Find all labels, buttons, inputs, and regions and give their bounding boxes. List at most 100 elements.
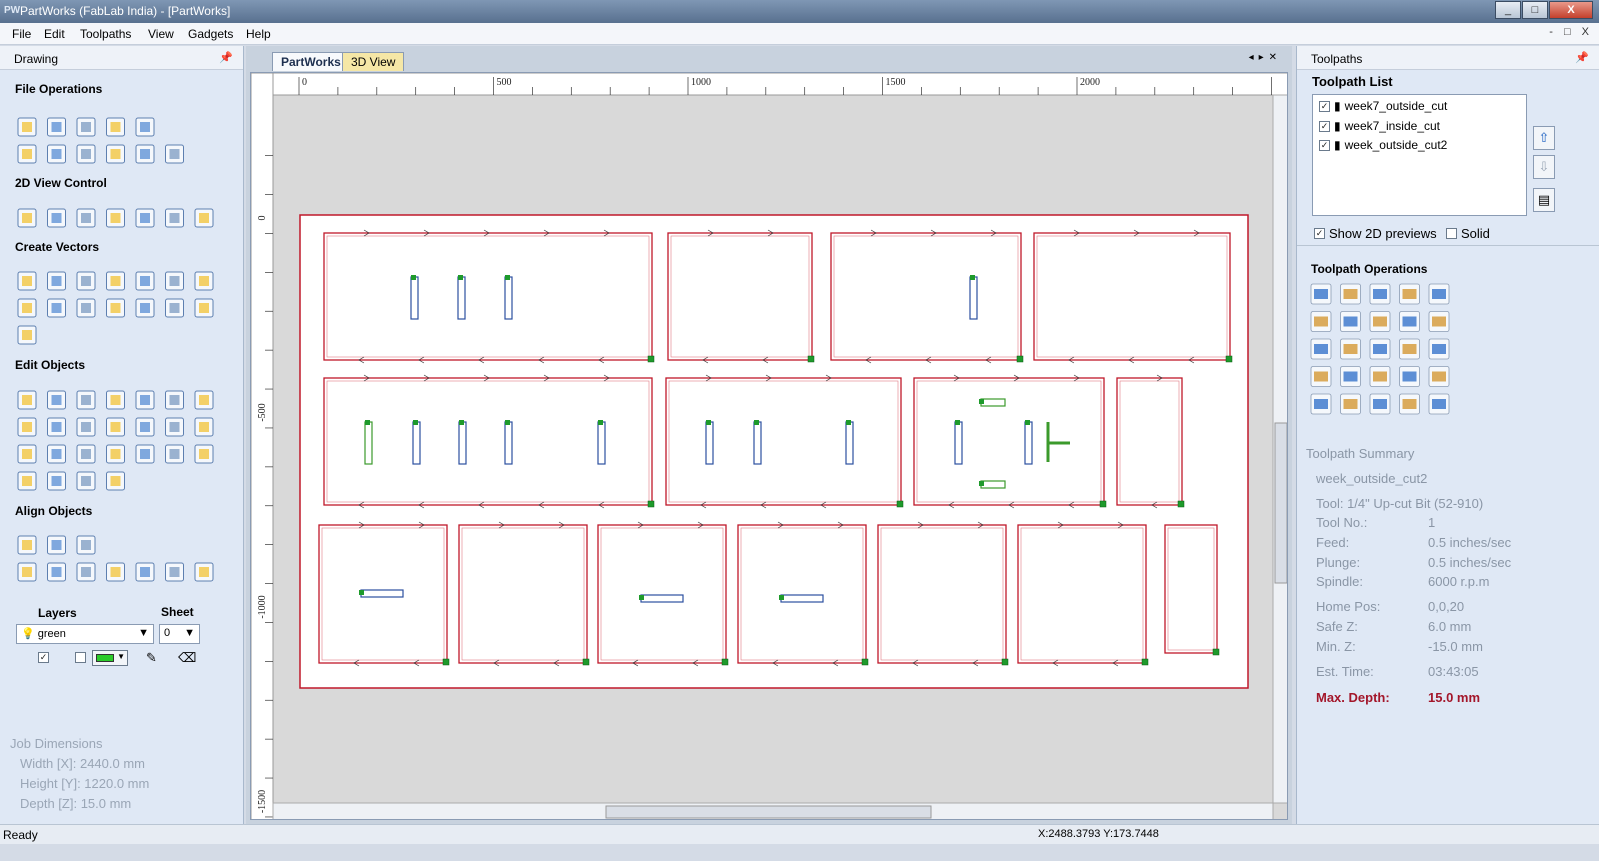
part-outline[interactable] — [830, 229, 1024, 364]
polyline-icon[interactable] — [165, 271, 184, 291]
part-outline[interactable] — [1116, 374, 1185, 509]
inner-slot[interactable] — [412, 420, 421, 465]
menu-gadgets[interactable]: Gadgets — [188, 27, 234, 41]
new-file-icon[interactable] — [17, 117, 37, 137]
zoom-icon[interactable] — [47, 208, 66, 228]
fillet-icon[interactable] — [106, 444, 125, 464]
toolpath-op-icon[interactable] — [1399, 393, 1420, 415]
tab-3d-view[interactable]: 3D View — [342, 52, 405, 71]
toolpath-checkbox[interactable]: ✓ — [1319, 100, 1330, 112]
inner-slot[interactable] — [1024, 420, 1033, 465]
toolpath-item[interactable]: ✓ ▮ week7_outside_cut — [1319, 99, 1447, 113]
toolpath-op-icon[interactable] — [1428, 311, 1450, 332]
t-joint-slot[interactable] — [1046, 422, 1070, 462]
undo-icon[interactable] — [135, 144, 155, 164]
tab-navigation[interactable]: ◂▸✕ — [1248, 52, 1282, 63]
toolpath-op-icon[interactable] — [1428, 393, 1450, 415]
toolpath-op-icon[interactable] — [1310, 366, 1332, 387]
inner-slot[interactable] — [979, 398, 1006, 407]
show-previews-checkbox[interactable]: ✓ — [1314, 228, 1325, 239]
rectangle-icon[interactable] — [76, 271, 96, 291]
toolpath-op-icon[interactable] — [1369, 338, 1391, 360]
part-outline[interactable] — [323, 229, 655, 364]
tab-partworks[interactable]: PartWorks — [272, 52, 350, 71]
node-edit-icon[interactable] — [47, 390, 66, 410]
scrollbar-thumb[interactable] — [605, 805, 932, 819]
import-icon[interactable] — [135, 117, 155, 137]
toolpath-op-icon[interactable] — [1340, 393, 1361, 415]
polygon-icon[interactable] — [194, 271, 214, 291]
offset-icon[interactable] — [76, 444, 96, 464]
part-outline[interactable] — [737, 521, 869, 667]
inner-slot[interactable] — [753, 420, 762, 465]
toolpath-op-icon[interactable] — [1399, 338, 1420, 360]
circle-icon[interactable] — [17, 271, 37, 291]
inner-slot[interactable] — [979, 480, 1006, 489]
cad-view[interactable]: 0 500 1000 1500 2000 0 -500 -1000 -1500 — [251, 73, 1288, 820]
star-icon[interactable] — [17, 298, 37, 318]
center-page-icon[interactable] — [17, 562, 37, 582]
arc-icon[interactable] — [135, 271, 155, 291]
solid-toggle[interactable]: Solid — [1446, 226, 1490, 241]
toolpath-op-icon[interactable] — [1428, 338, 1450, 360]
join-icon[interactable] — [135, 444, 155, 464]
mdi-controls[interactable]: - □ X — [1549, 26, 1593, 38]
redo-icon[interactable] — [165, 144, 184, 164]
toolpath-op-icon[interactable] — [1399, 283, 1420, 305]
drawing-canvas[interactable]: 0 500 1000 1500 2000 0 -500 -1000 -1500 — [250, 72, 1288, 820]
scrollbar-thumb[interactable] — [1274, 422, 1287, 584]
size-icon[interactable] — [47, 417, 66, 437]
part-outline[interactable] — [913, 374, 1107, 509]
toolpath-item[interactable]: ✓ ▮ week7_inside_cut — [1319, 119, 1440, 133]
part-outline[interactable] — [667, 229, 815, 364]
zoom-box-icon[interactable] — [106, 208, 125, 228]
transform-icon[interactable] — [76, 390, 96, 410]
part-outline[interactable] — [665, 374, 904, 509]
toolpath-op-icon[interactable] — [1340, 283, 1361, 305]
select-icon[interactable] — [17, 390, 37, 410]
toolpath-op-icon[interactable] — [1310, 393, 1332, 415]
menu-toolpaths[interactable]: Toolpaths — [80, 27, 132, 41]
maximize-button[interactable]: □ — [1522, 1, 1548, 19]
toolpath-op-icon[interactable] — [1310, 283, 1332, 305]
center-icon[interactable] — [76, 417, 96, 437]
fill-icon[interactable] — [17, 325, 37, 345]
paste-icon[interactable] — [106, 144, 125, 164]
open-file-icon[interactable] — [47, 117, 66, 137]
measure-icon[interactable] — [165, 390, 184, 410]
align-right-icon[interactable] — [76, 562, 96, 582]
menu-view[interactable]: View — [148, 27, 174, 41]
toolpath-op-icon[interactable] — [1310, 338, 1332, 360]
group-icon[interactable] — [106, 390, 125, 410]
pan-icon[interactable] — [17, 208, 37, 228]
toggle-icon[interactable] — [194, 208, 214, 228]
array-icon[interactable] — [194, 298, 214, 318]
pin-icon[interactable]: 📌 — [219, 52, 233, 64]
inner-slot[interactable] — [504, 420, 513, 465]
layer-properties-icon[interactable]: ✎ — [146, 650, 157, 665]
toolpath-op-icon[interactable] — [1369, 311, 1391, 332]
view-icon[interactable] — [135, 208, 155, 228]
cut-icon[interactable] — [47, 144, 66, 164]
part-outline[interactable] — [1164, 524, 1220, 656]
weld-icon[interactable] — [165, 417, 184, 437]
menu-edit[interactable]: Edit — [44, 27, 65, 41]
toolpath-op-icon[interactable] — [1340, 311, 1361, 332]
layer-color-button[interactable]: ▼ — [92, 650, 128, 666]
inner-slot[interactable] — [457, 275, 466, 320]
part-outline[interactable] — [323, 374, 655, 509]
text-icon[interactable] — [47, 298, 66, 318]
toolpath-op-icon[interactable] — [1369, 393, 1391, 415]
select-all-icon[interactable] — [17, 144, 37, 164]
inner-slot[interactable] — [597, 420, 606, 465]
menu-help[interactable]: Help — [246, 27, 271, 41]
close-button[interactable]: X — [1549, 1, 1593, 19]
part-outline[interactable] — [1017, 521, 1149, 667]
align-bottom-icon[interactable] — [135, 562, 155, 582]
eraser-icon[interactable]: ⌫ — [178, 650, 197, 665]
toolpath-op-icon[interactable] — [1428, 283, 1450, 305]
layer-lock-checkbox[interactable] — [75, 652, 86, 663]
menu-file[interactable]: File — [12, 27, 32, 41]
show-previews-toggle[interactable]: ✓ Show 2D previews — [1314, 226, 1437, 241]
part-outline[interactable] — [318, 521, 450, 667]
